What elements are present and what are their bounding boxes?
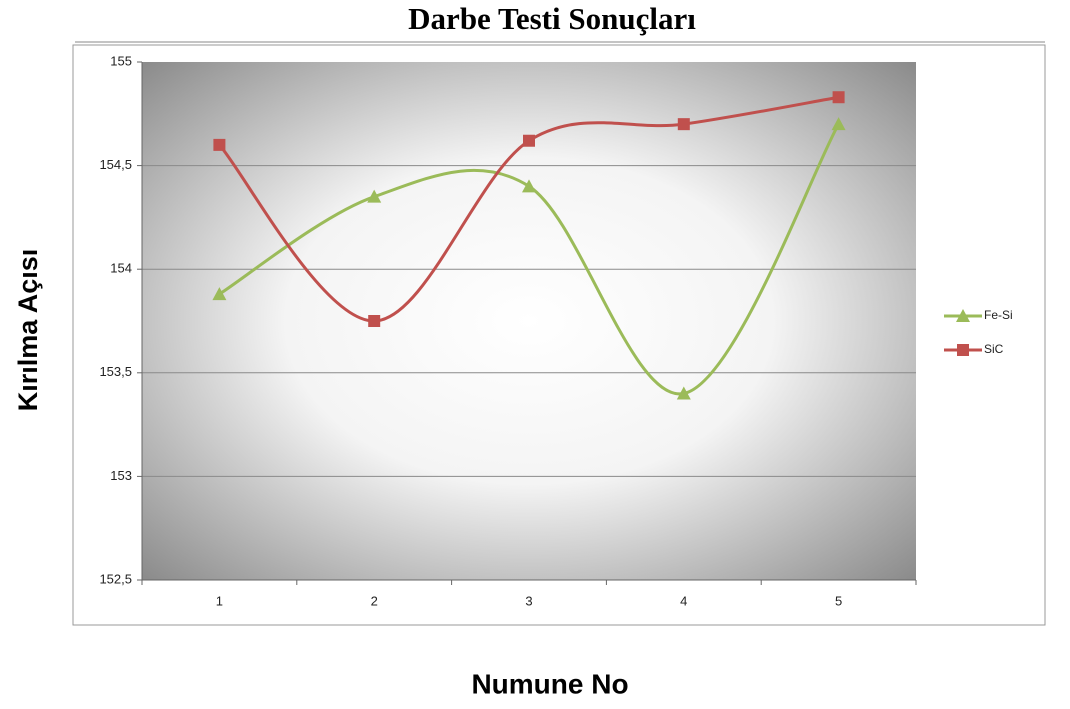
marker [957,344,969,356]
legend-label: SiC [984,342,1004,356]
marker [956,309,970,322]
marker [213,138,226,151]
chart-title: Darbe Testi Sonuçları [408,1,696,36]
marker [523,134,535,147]
x-tick-label: 1 [216,593,223,608]
marker [367,189,382,203]
x-tick-label: 3 [525,593,532,608]
y-tick-label: 153,5 [99,364,132,379]
y-tick-label: 155 [110,53,132,68]
x-tick-label: 5 [835,593,842,608]
marker [368,315,381,327]
marker [677,118,690,131]
plot-area [142,62,916,580]
y-axis-label: Kırılma Açısı [13,249,43,412]
series-line [218,95,839,323]
series-line [218,123,840,396]
x-tick-label: 4 [680,593,687,608]
y-tick-label: 153 [110,468,132,483]
marker [212,287,227,301]
marker [676,386,691,400]
legend-label: Fe-Si [984,308,1013,322]
x-tick-label: 2 [371,593,378,608]
x-axis-label: Numune No [471,668,628,699]
chart-frame [72,44,1046,626]
y-tick-label: 152,5 [99,571,132,586]
y-tick-label: 154,5 [99,157,132,172]
y-tick-label: 154 [110,261,132,276]
marker [522,179,536,193]
marker [832,91,845,104]
marker [831,117,846,131]
